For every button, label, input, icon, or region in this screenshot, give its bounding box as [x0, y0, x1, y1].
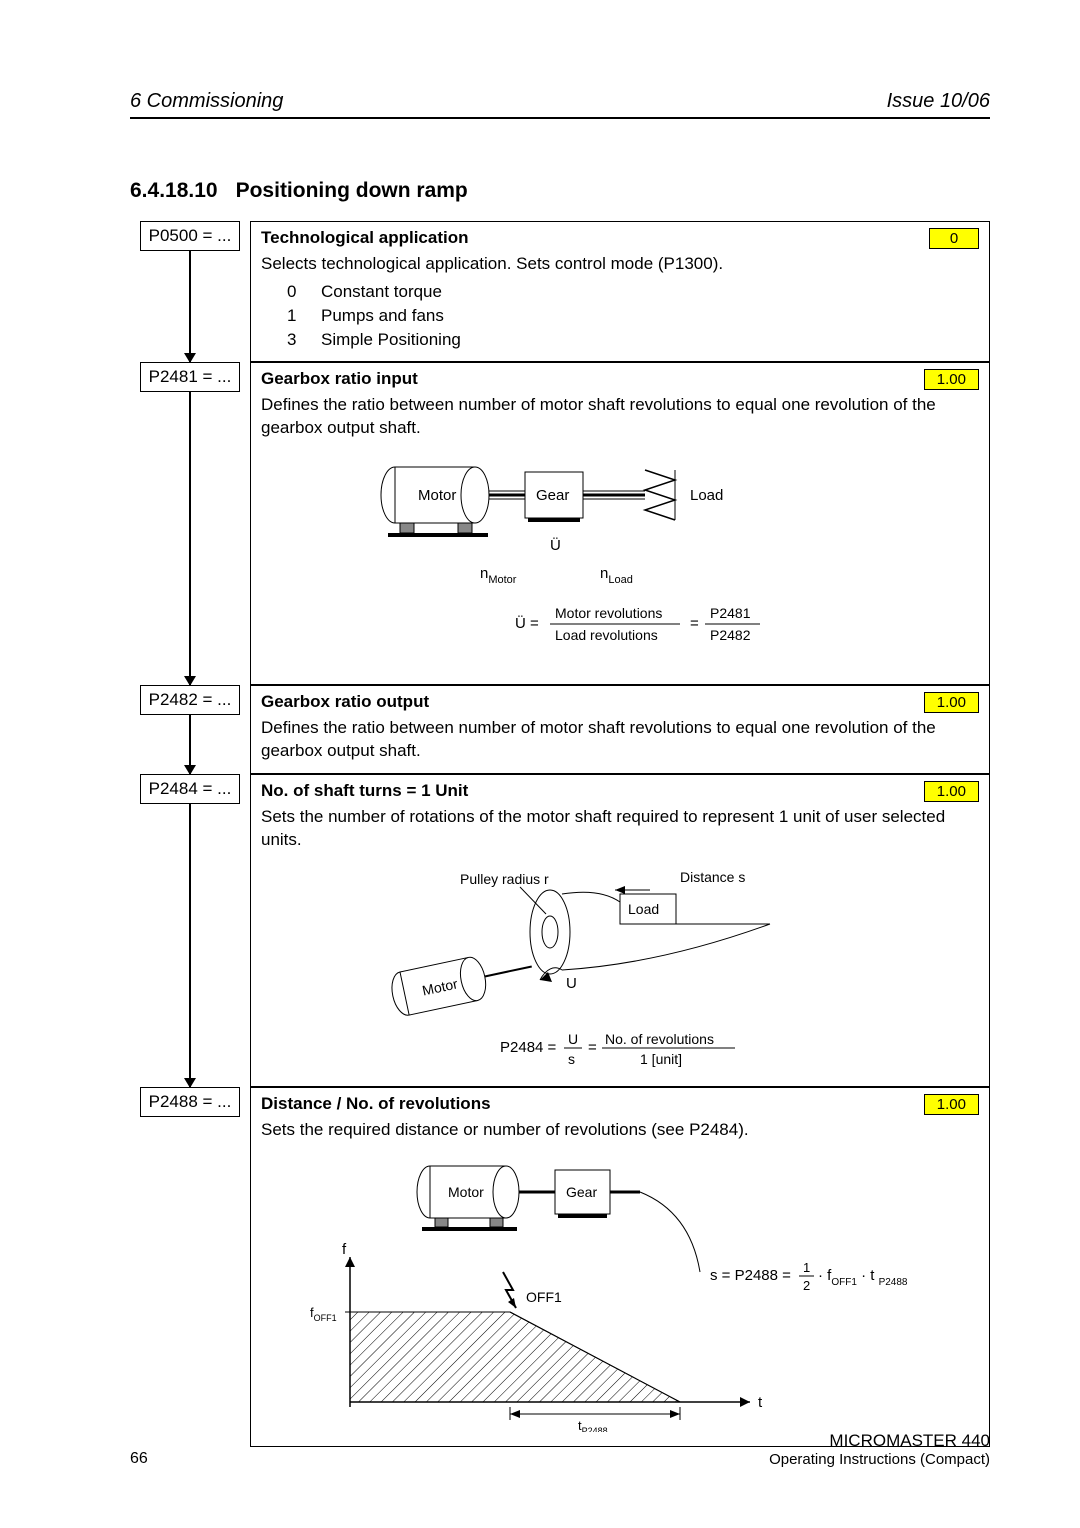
- svg-text:· fOFF1 · t P2488: · fOFF1 · t P2488: [818, 1267, 908, 1288]
- svg-text:Load: Load: [628, 901, 659, 917]
- svg-text:nLoad: nLoad: [600, 565, 633, 586]
- svg-text:s: s: [568, 1051, 575, 1067]
- svg-text:Ü: Ü: [550, 536, 561, 554]
- svg-text:1: 1: [803, 1260, 810, 1275]
- block-p2484: No. of shaft turns = 1 Unit 1.00 Sets th…: [250, 774, 990, 1087]
- param-p2481: P2481 = ...: [140, 362, 241, 392]
- svg-text:P2484 =: P2484 =: [500, 1039, 557, 1056]
- svg-text:Pulley radius r: Pulley radius r: [460, 871, 549, 887]
- svg-text:OFF1: OFF1: [526, 1289, 562, 1305]
- svg-text:=: =: [690, 615, 699, 632]
- header-left: 6 Commissioning: [130, 90, 283, 113]
- param-p0500: P0500 = ...: [140, 221, 241, 251]
- svg-text:nMotor: nMotor: [480, 565, 517, 586]
- block-p2482: Gearbox ratio output 1.00 Defines the ra…: [250, 685, 990, 774]
- page-header: 6 Commissioning Issue 10/06: [130, 90, 990, 119]
- svg-text:Ü =: Ü =: [515, 614, 539, 632]
- svg-text:U: U: [566, 975, 577, 992]
- header-right: Issue 10/06: [887, 90, 990, 113]
- svg-text:f: f: [342, 1241, 347, 1258]
- svg-text:Motor revolutions: Motor revolutions: [555, 605, 662, 621]
- svg-text:s = P2488 =: s = P2488 =: [710, 1267, 791, 1284]
- badge-p2484: 1.00: [924, 781, 979, 802]
- gearbox-diagram: Motor Gear: [340, 450, 900, 670]
- svg-text:P2481: P2481: [710, 605, 751, 621]
- svg-text:2: 2: [803, 1278, 810, 1293]
- ramp-diagram: Motor Gear s = P2488 = 1 2: [280, 1152, 960, 1432]
- badge-p2482: 1.00: [924, 692, 979, 713]
- svg-text:=: =: [588, 1039, 597, 1056]
- svg-text:Gear: Gear: [536, 487, 569, 504]
- svg-text:tP2488: tP2488: [578, 1418, 608, 1432]
- pulley-diagram: Pulley radius r Load Distance s: [340, 862, 900, 1072]
- svg-text:Distance s: Distance s: [680, 869, 745, 885]
- param-p2488: P2488 = ...: [140, 1087, 241, 1117]
- svg-text:No. of revolutions: No. of revolutions: [605, 1031, 714, 1047]
- svg-text:P2482: P2482: [710, 627, 751, 643]
- svg-text:Load: Load: [690, 487, 723, 504]
- svg-text:Motor: Motor: [418, 487, 456, 504]
- svg-text:t: t: [758, 1394, 763, 1411]
- svg-text:Gear: Gear: [566, 1184, 597, 1200]
- svg-text:U: U: [568, 1031, 578, 1047]
- param-p2484: P2484 = ...: [140, 774, 241, 804]
- badge-p2488: 1.00: [924, 1094, 979, 1115]
- page-footer: 66 MICROMASTER 440 Operating Instruction…: [130, 1431, 990, 1468]
- svg-text:Load revolutions: Load revolutions: [555, 627, 658, 643]
- badge-p0500: 0: [929, 228, 979, 249]
- block-p2481: Gearbox ratio input 1.00 Defines the rat…: [250, 362, 990, 685]
- svg-text:1 [unit]: 1 [unit]: [640, 1051, 682, 1067]
- svg-text:fOFF1: fOFF1: [310, 1305, 337, 1323]
- svg-text:Motor: Motor: [448, 1184, 484, 1200]
- block-p2488: Distance / No. of revolutions 1.00 Sets …: [250, 1087, 990, 1447]
- section-title: 6.4.18.10Positioning down ramp: [130, 179, 990, 203]
- page-number: 66: [130, 1450, 148, 1468]
- block-p0500: Technological application 0 Selects tech…: [250, 221, 990, 362]
- badge-p2481: 1.00: [924, 369, 979, 390]
- param-p2482: P2482 = ...: [140, 685, 241, 715]
